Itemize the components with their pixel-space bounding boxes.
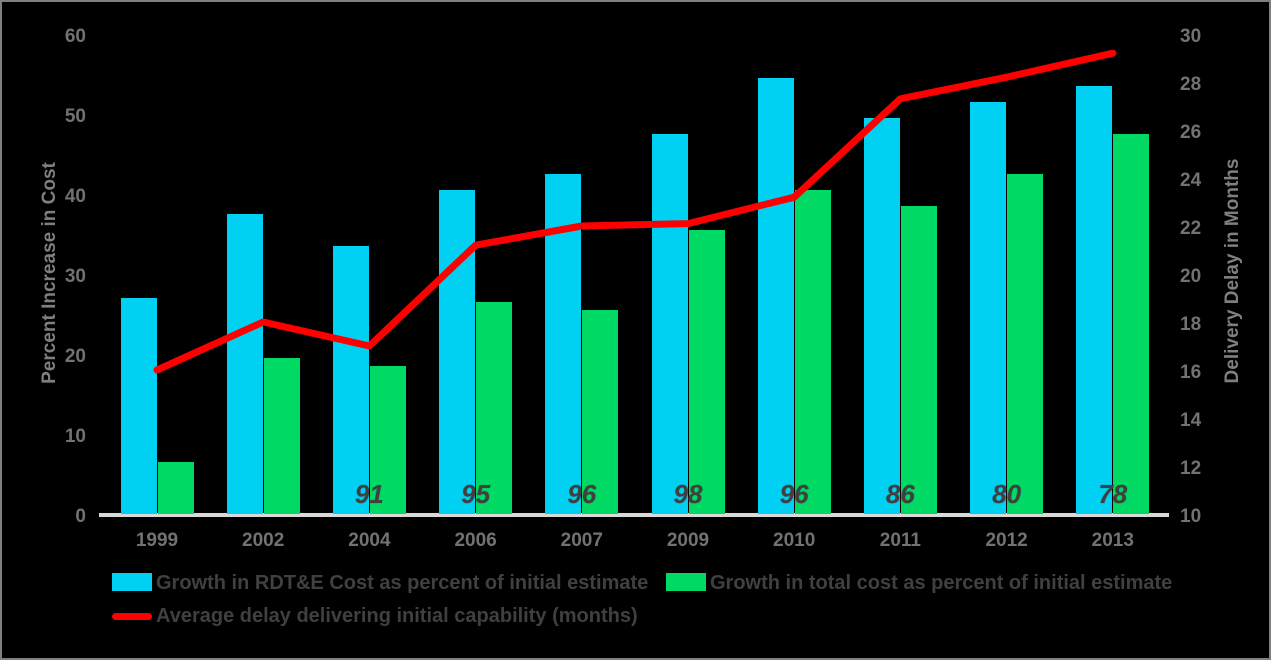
- right-axis-tick: 26: [1180, 122, 1202, 143]
- right-axis-tick: 24: [1180, 170, 1202, 191]
- annotation-value: 95: [461, 479, 491, 509]
- x-axis-year-label: 2011: [879, 530, 921, 551]
- annotation-value: 86: [885, 479, 915, 509]
- x-axis-year-label: 2002: [242, 530, 285, 551]
- legend-label-rdte: Growth in RDT&E Cost as percent of initi…: [156, 572, 649, 594]
- total-cost-bar: [263, 358, 300, 514]
- x-axis-year-label: 2006: [454, 530, 497, 551]
- annotation-value: 96: [567, 479, 597, 509]
- left-axis-tick: 0: [75, 506, 86, 527]
- x-axis-year-label: 2010: [773, 530, 816, 551]
- right-axis-title: Delivery Delay in Months: [1222, 158, 1243, 384]
- right-axis-tick: 10: [1180, 506, 1202, 527]
- legend-label-total-cost: Growth in total cost as percent of initi…: [710, 572, 1173, 594]
- total-cost-bar: [794, 190, 831, 514]
- left-axis-tick: 60: [64, 26, 86, 47]
- left-axis-tick: 40: [64, 186, 86, 207]
- right-axis-tick: 22: [1180, 218, 1202, 239]
- right-axis-tick: 14: [1180, 410, 1202, 431]
- x-axis-year-label: 2012: [985, 530, 1028, 551]
- x-axis-year-label: 1999: [135, 530, 179, 551]
- x-axis-year-label: 2013: [1091, 530, 1134, 551]
- left-axis-tick: 30: [64, 266, 86, 287]
- legend-swatch-rdte: [112, 573, 152, 591]
- rdte-cost-bar: [757, 78, 794, 514]
- x-axis-year-label: 2007: [560, 530, 603, 551]
- rdte-cost-bar: [970, 102, 1007, 514]
- total-cost-bar: [900, 206, 937, 514]
- total-cost-bar: [157, 462, 194, 514]
- total-cost-bar: [369, 366, 406, 514]
- left-axis-tick: 50: [64, 106, 86, 127]
- total-cost-bar: [688, 230, 725, 514]
- rdte-cost-bar: [332, 246, 369, 514]
- rdte-cost-bar: [226, 214, 263, 514]
- legend-swatch-delay-line: [112, 613, 152, 620]
- right-axis-tick: 12: [1180, 458, 1202, 479]
- annotation-value: 98: [673, 479, 703, 509]
- annotation-value: 91: [354, 479, 384, 509]
- rdte-cost-bar: [439, 190, 476, 514]
- total-cost-bar: [1113, 134, 1150, 514]
- right-axis-tick: 30: [1180, 26, 1202, 47]
- left-axis-title: Percent Increase in Cost: [39, 162, 60, 384]
- x-axis-year-label: 2009: [666, 530, 710, 551]
- x-axis-line: [99, 513, 1169, 517]
- left-axis-tick: 10: [64, 426, 86, 447]
- annotation-value: 80: [992, 479, 1022, 509]
- annotation-value: 78: [1098, 479, 1128, 509]
- rdte-cost-bar: [1076, 86, 1113, 514]
- legend-swatch-total-cost: [666, 573, 706, 591]
- right-axis-tick: 20: [1180, 266, 1202, 287]
- right-axis-tick: 28: [1180, 74, 1202, 95]
- rdte-cost-bar: [651, 134, 688, 514]
- x-axis-year-label: 2004: [348, 530, 391, 551]
- right-axis-tick: 16: [1180, 362, 1202, 383]
- rdte-cost-bar: [863, 118, 900, 514]
- annotation-value: 96: [779, 479, 809, 509]
- left-axis-tick: 20: [64, 346, 86, 367]
- legend-label-delay: Average delay delivering initial capabil…: [156, 605, 638, 627]
- rdte-cost-bar: [545, 174, 582, 514]
- rdte-cost-bar: [120, 298, 157, 514]
- total-cost-bar: [1007, 174, 1044, 514]
- right-axis-tick: 18: [1180, 314, 1202, 335]
